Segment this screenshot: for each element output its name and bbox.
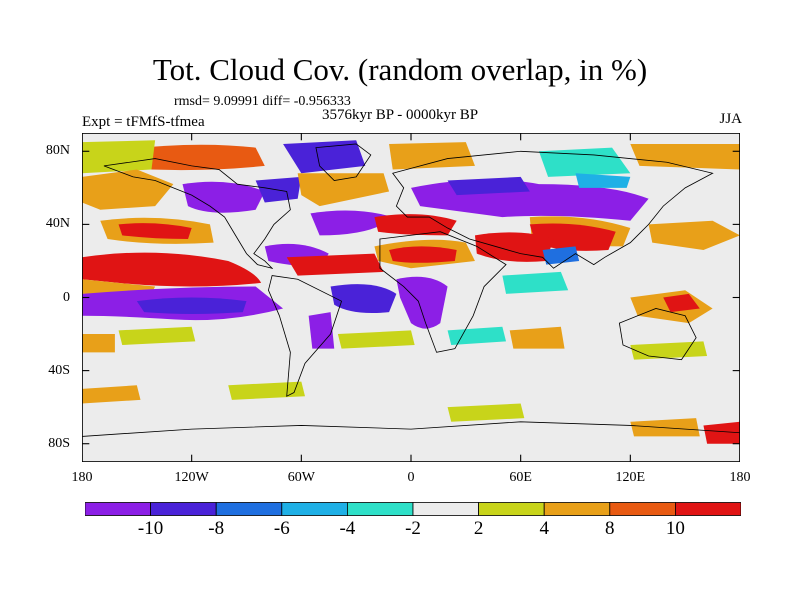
colorbar-label: 4	[539, 518, 549, 539]
stats-text: rmsd= 9.09991 diff= -0.956333	[174, 94, 351, 109]
field-region	[330, 284, 397, 314]
lat-label: 80S	[48, 435, 70, 451]
cloud-cover-map	[82, 133, 740, 462]
lon-label: 60E	[509, 470, 532, 485]
colorbar-label: -2	[405, 518, 421, 539]
field-region	[663, 293, 700, 313]
field-region	[575, 173, 631, 188]
colorbar-label: 10	[665, 518, 685, 539]
field-region	[136, 297, 247, 314]
colorbar-bin	[85, 502, 151, 516]
coastline-australia	[618, 308, 697, 361]
period-text: 3576kyr BP - 0000kyr BP	[322, 107, 479, 123]
map-panel	[82, 133, 740, 462]
field-region	[82, 385, 141, 404]
field-region	[182, 181, 265, 213]
colorbar-label: -8	[208, 518, 225, 539]
coastlines	[82, 143, 740, 437]
lat-label: 80N	[45, 143, 70, 159]
colorbar-bin	[609, 502, 676, 516]
lon-label: 180	[71, 470, 93, 485]
colorbar-bin	[150, 502, 217, 516]
lat-label: 0	[63, 289, 70, 305]
coastline-south-america	[268, 275, 343, 397]
field-region	[118, 223, 192, 240]
colorbar-bin	[281, 502, 348, 516]
field-region	[337, 330, 415, 349]
lon-label: 120E	[615, 470, 646, 485]
field-region	[447, 326, 507, 346]
season-text: JJA	[719, 111, 742, 127]
field-region	[389, 246, 457, 263]
field-region	[118, 326, 196, 346]
colorbar-bin	[543, 502, 611, 516]
axis-ticks	[82, 133, 740, 462]
field-region	[538, 147, 631, 177]
lat-label: 40N	[45, 216, 70, 232]
field-region	[447, 176, 530, 196]
colorbar-label: 2	[473, 518, 484, 539]
colorbar-bin	[215, 502, 283, 516]
coastline-north-america	[103, 158, 291, 270]
lat-label: 40S	[48, 362, 70, 378]
field-region	[255, 176, 302, 203]
lon-label: 180	[729, 470, 751, 485]
colorbar-label: -10	[137, 518, 164, 539]
colorbar-bin	[412, 502, 479, 516]
field-region	[310, 210, 393, 236]
lon-label: 120W	[174, 470, 209, 485]
field-region	[630, 418, 700, 437]
field-region	[228, 381, 305, 400]
anomaly-fields	[82, 140, 740, 444]
field-region	[82, 140, 156, 174]
field-region	[297, 173, 390, 207]
field-region	[283, 140, 366, 174]
lon-label: 60W	[287, 470, 315, 485]
lon-label: 0	[407, 470, 415, 485]
coastline-greenland	[315, 143, 372, 181]
colorbar	[85, 502, 741, 516]
field-region	[474, 232, 554, 262]
experiment-text: Expt = tFMfS-tfmea	[82, 114, 205, 130]
field-region	[286, 253, 384, 276]
map-title: Tot. Cloud Cov. (random overlap, in %)	[152, 52, 648, 87]
field-region	[703, 421, 740, 444]
colorbar-bin	[675, 502, 741, 516]
field-region	[374, 214, 457, 236]
coastline-antarctica	[82, 421, 740, 437]
colorbar-bin	[478, 502, 545, 516]
coastline-africa	[379, 231, 507, 353]
field-region	[648, 220, 740, 250]
field-region	[396, 276, 448, 329]
colorbar-label: -6	[273, 518, 290, 539]
field-region	[389, 142, 475, 170]
field-region	[447, 403, 525, 422]
field-region	[542, 246, 580, 265]
field-region	[502, 271, 569, 294]
colorbar-label: -4	[339, 518, 356, 539]
colorbar-bin	[346, 502, 414, 516]
field-region	[630, 341, 708, 360]
field-region	[308, 312, 335, 349]
colorbar-label: 8	[605, 518, 615, 539]
field-region	[82, 252, 262, 287]
field-region	[630, 143, 740, 170]
field-region	[509, 326, 565, 349]
field-region	[82, 334, 115, 353]
coastline-eurasia	[392, 150, 714, 269]
